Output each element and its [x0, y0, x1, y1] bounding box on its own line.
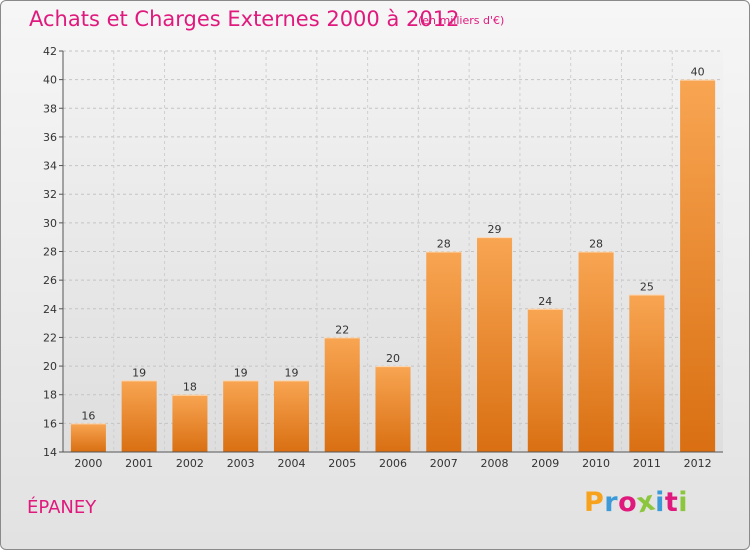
bar-2008: [477, 237, 513, 452]
value-label: 19: [284, 366, 298, 379]
bar-2012: [680, 79, 716, 453]
axes: 14 16 18 20 22 24 26 28 30 32 34 36 38 40 42 2000 2001 20…: [43, 45, 723, 470]
value-label: 20: [386, 352, 400, 365]
bar-2002: [172, 394, 208, 452]
bar-2004: [273, 380, 309, 452]
bar-2007: [426, 251, 462, 452]
logo-letter: P: [584, 487, 605, 518]
x-tick-label: 2001: [125, 457, 153, 470]
bar-2003: [223, 380, 259, 452]
value-label: 19: [234, 366, 248, 379]
bar-2005: [324, 337, 360, 452]
value-label: 29: [488, 223, 502, 236]
x-tick-label: 2012: [684, 457, 712, 470]
value-label: 19: [132, 366, 146, 379]
y-tick-label: 32: [43, 188, 57, 201]
x-tick-label: 2007: [430, 457, 458, 470]
y-tick-label: 26: [43, 274, 57, 287]
logo-letter: i: [678, 487, 689, 518]
y-tick-label: 18: [43, 389, 57, 402]
proxiti-logo: Proxiti: [584, 485, 689, 519]
y-tick-label: 22: [43, 331, 57, 344]
x-tick-label: 2011: [633, 457, 661, 470]
logo-letter: i: [655, 487, 665, 518]
bar-2009: [527, 308, 563, 452]
value-label: 22: [335, 323, 349, 336]
y-tick-label: 14: [43, 446, 57, 459]
value-label: 18: [183, 381, 197, 394]
y-tick-label: 16: [43, 417, 57, 430]
chart-title: Achats et Charges Externes 2000 à 2012: [29, 7, 460, 31]
value-label: 28: [437, 238, 451, 251]
value-label: 40: [691, 66, 705, 79]
value-label: 25: [640, 280, 654, 293]
y-tick-label: 28: [43, 246, 57, 259]
bar-2011: [629, 294, 665, 452]
x-tick-label: 2000: [74, 457, 102, 470]
value-label: 28: [589, 238, 603, 251]
bar-2010: [578, 251, 614, 452]
x-tick-label: 2008: [481, 457, 509, 470]
chart-subtitle: (en milliers d'€): [418, 14, 505, 27]
x-tick-label: 2005: [328, 457, 356, 470]
bars: 16 19 18 19 19 22 20 28 29 24 28 25 40: [70, 66, 716, 453]
value-label: 16: [81, 409, 95, 422]
y-tick-label: 24: [43, 303, 57, 316]
x-tick-label: 2010: [582, 457, 610, 470]
x-tick-label: 2002: [176, 457, 204, 470]
logo-letter: r: [604, 487, 619, 518]
y-tick-label: 20: [43, 360, 57, 373]
y-tick-label: 40: [43, 74, 57, 87]
bar-2000: [70, 423, 106, 452]
x-tick-label: 2004: [277, 457, 305, 470]
value-label: 24: [538, 295, 552, 308]
x-tick-label: 2003: [227, 457, 255, 470]
y-tick-label: 38: [43, 102, 57, 115]
logo-letter: t: [664, 487, 679, 518]
logo-letter: o: [618, 487, 638, 518]
x-tick-label: 2006: [379, 457, 407, 470]
x-tick-label: 2009: [531, 457, 559, 470]
bar-2006: [375, 366, 411, 452]
y-tick-label: 42: [43, 45, 57, 58]
commune-name: ÉPANEY: [27, 497, 97, 518]
y-tick-label: 30: [43, 217, 57, 230]
y-tick-label: 36: [43, 131, 57, 144]
bar-2001: [121, 380, 157, 452]
y-tick-label: 34: [43, 160, 57, 173]
